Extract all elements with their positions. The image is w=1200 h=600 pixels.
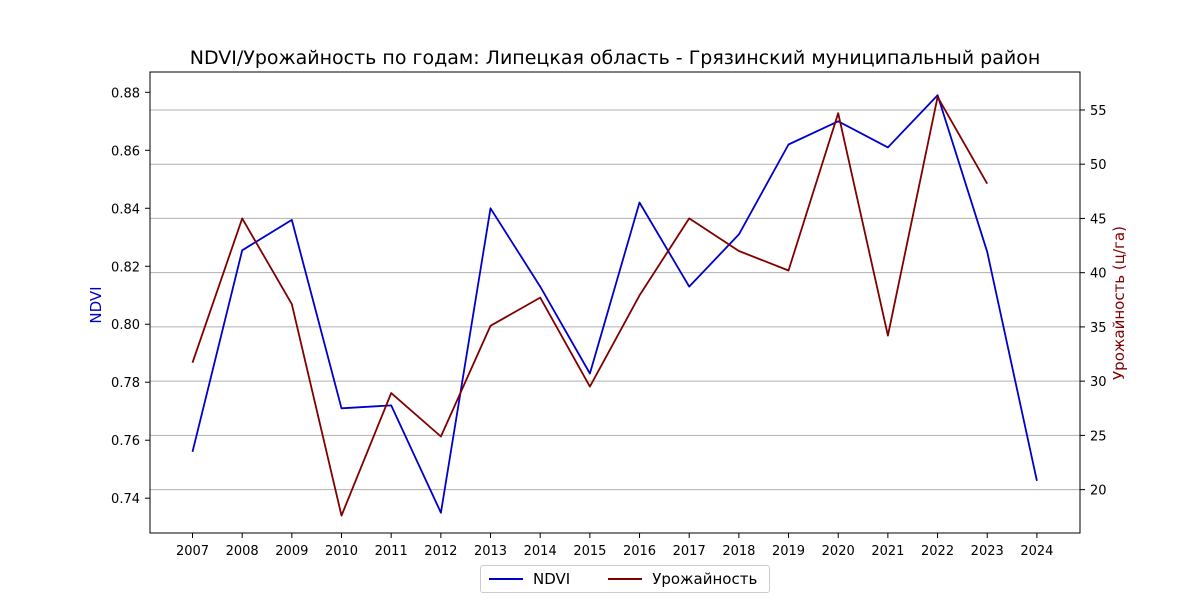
x-tick-label: 2012 — [424, 544, 457, 559]
chart-title: NDVI/Урожайность по годам: Липецкая обла… — [190, 47, 1041, 69]
x-tick-label: 2008 — [226, 544, 259, 559]
series-line-ndvi — [191, 94, 1038, 514]
y-left-tick-label: 0.78 — [111, 376, 140, 391]
x-tick-label: 2024 — [1020, 544, 1053, 559]
x-tick-label: 2022 — [921, 544, 954, 559]
y-left-tick-label: 0.82 — [111, 260, 140, 275]
x-tick-label: 2020 — [822, 544, 855, 559]
y-right-tick-label: 20 — [1090, 484, 1107, 499]
legend: NDVI Урожайность — [480, 565, 770, 593]
y-left-tick-label: 0.86 — [111, 144, 140, 159]
y-right-tick-label: 35 — [1090, 321, 1107, 336]
y-right-tick-label: 55 — [1090, 104, 1107, 119]
plot-frame — [149, 71, 1081, 534]
y-left-tick-label: 0.80 — [111, 318, 140, 333]
y-right-tick-label: 40 — [1090, 267, 1107, 282]
x-tick-label: 2019 — [772, 544, 805, 559]
y-axis-label-left: NDVI — [87, 286, 105, 323]
legend-label-yield: Урожайность — [652, 570, 758, 588]
ticks: 2007 2008 2009 2010 2011 2012 2013 2014 2015 2016… — [111, 86, 1107, 559]
x-tick-label: 2013 — [474, 544, 507, 559]
x-tick-label: 2021 — [871, 544, 904, 559]
y-left-tick-label: 0.88 — [111, 86, 140, 101]
y-left-tick-label: 0.84 — [111, 202, 140, 217]
y-right-tick-label: 30 — [1090, 375, 1107, 390]
x-tick-label: 2011 — [375, 544, 408, 559]
y-right-tick-label: 25 — [1090, 429, 1107, 444]
series-line-yield — [191, 96, 988, 517]
legend-label-ndvi: NDVI — [533, 570, 571, 588]
y-axis-label-right: Урожайность (ц/га) — [1110, 226, 1128, 380]
y-right-tick-label: 50 — [1090, 158, 1107, 173]
legend-swatch-yield — [608, 578, 643, 580]
legend-swatch-ndvi — [489, 578, 523, 580]
series-lines — [191, 94, 1038, 517]
x-tick-label: 2010 — [325, 544, 358, 559]
x-tick-label: 2015 — [573, 544, 606, 559]
x-tick-label: 2016 — [623, 544, 656, 559]
x-tick-label: 2014 — [524, 544, 557, 559]
x-tick-label: 2023 — [971, 544, 1004, 559]
x-tick-label: 2018 — [722, 544, 755, 559]
x-tick-label: 2009 — [275, 544, 308, 559]
legend-item-yield: Урожайность — [608, 570, 757, 588]
x-tick-label: 2007 — [176, 544, 209, 559]
axes — [149, 71, 1081, 534]
x-tick-label: 2017 — [673, 544, 706, 559]
y-left-tick-label: 0.76 — [111, 434, 140, 449]
y-left-tick-label: 0.74 — [111, 492, 140, 507]
y-right-tick-label: 45 — [1090, 212, 1107, 227]
legend-item-ndvi: NDVI — [489, 570, 570, 588]
